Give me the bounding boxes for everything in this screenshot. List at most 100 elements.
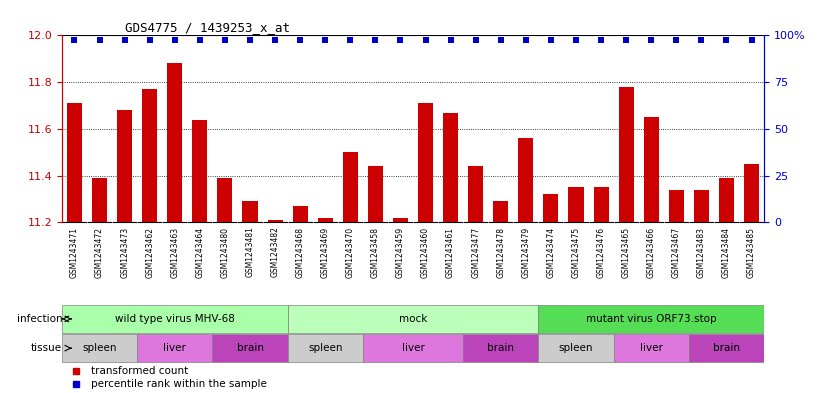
Point xyxy=(595,37,608,43)
Bar xyxy=(217,178,232,222)
Point xyxy=(494,37,507,43)
Bar xyxy=(368,166,383,222)
Text: liver: liver xyxy=(640,343,662,353)
Bar xyxy=(62,334,137,362)
Bar xyxy=(539,305,764,333)
Text: spleen: spleen xyxy=(558,343,593,353)
Bar xyxy=(393,218,408,222)
Text: GSM1243482: GSM1243482 xyxy=(271,226,279,277)
Bar xyxy=(539,334,614,362)
Text: brain: brain xyxy=(487,343,515,353)
Text: GSM1243480: GSM1243480 xyxy=(221,226,230,277)
Bar xyxy=(614,334,689,362)
Point xyxy=(244,37,257,43)
Text: GSM1243477: GSM1243477 xyxy=(471,226,480,278)
Bar xyxy=(287,334,363,362)
Point xyxy=(293,37,306,43)
Text: GSM1243481: GSM1243481 xyxy=(245,226,254,277)
Bar xyxy=(493,201,508,222)
Bar xyxy=(137,334,212,362)
Point xyxy=(268,37,282,43)
Text: GSM1243469: GSM1243469 xyxy=(320,226,330,278)
Point xyxy=(469,37,482,43)
Point xyxy=(169,37,182,43)
Point xyxy=(68,37,81,43)
Point xyxy=(569,37,582,43)
Text: GSM1243476: GSM1243476 xyxy=(596,226,605,278)
Bar xyxy=(292,206,307,222)
Point xyxy=(444,37,458,43)
Point xyxy=(544,37,558,43)
Point xyxy=(719,37,733,43)
Text: percentile rank within the sample: percentile rank within the sample xyxy=(92,379,268,389)
Text: GSM1243463: GSM1243463 xyxy=(170,226,179,278)
Bar xyxy=(67,103,82,222)
Text: GSM1243485: GSM1243485 xyxy=(747,226,756,277)
Bar xyxy=(594,187,609,222)
Bar xyxy=(287,305,539,333)
Bar xyxy=(719,178,734,222)
Text: spleen: spleen xyxy=(83,343,116,353)
Text: liver: liver xyxy=(401,343,425,353)
Point xyxy=(368,37,382,43)
Point xyxy=(419,37,432,43)
Text: GSM1243466: GSM1243466 xyxy=(647,226,656,278)
Text: mock: mock xyxy=(399,314,427,324)
Bar xyxy=(117,110,132,222)
Point xyxy=(520,37,533,43)
Point xyxy=(193,37,206,43)
Bar xyxy=(167,63,183,222)
Text: GSM1243483: GSM1243483 xyxy=(697,226,706,277)
Text: GSM1243460: GSM1243460 xyxy=(421,226,430,278)
Point xyxy=(644,37,657,43)
Point xyxy=(93,37,107,43)
Bar xyxy=(243,201,258,222)
Text: GDS4775 / 1439253_x_at: GDS4775 / 1439253_x_at xyxy=(126,21,290,34)
Text: liver: liver xyxy=(164,343,186,353)
Text: GSM1243464: GSM1243464 xyxy=(196,226,204,278)
Text: GSM1243470: GSM1243470 xyxy=(346,226,355,278)
Bar xyxy=(568,187,583,222)
Point xyxy=(218,37,231,43)
Bar xyxy=(142,89,157,222)
Point xyxy=(745,37,758,43)
Text: tissue: tissue xyxy=(31,343,62,353)
Text: GSM1243467: GSM1243467 xyxy=(672,226,681,278)
Bar xyxy=(192,119,207,222)
Bar xyxy=(268,220,282,222)
Text: transformed count: transformed count xyxy=(92,365,188,376)
Bar xyxy=(62,305,287,333)
Point xyxy=(143,37,156,43)
Bar xyxy=(643,117,659,222)
Bar xyxy=(212,334,287,362)
Bar xyxy=(318,218,333,222)
Bar xyxy=(418,103,433,222)
Bar xyxy=(619,87,634,222)
Text: GSM1243462: GSM1243462 xyxy=(145,226,154,277)
Text: brain: brain xyxy=(236,343,263,353)
Bar xyxy=(544,195,558,222)
Bar xyxy=(519,138,534,222)
Text: GSM1243461: GSM1243461 xyxy=(446,226,455,277)
Text: GSM1243472: GSM1243472 xyxy=(95,226,104,277)
Text: wild type virus MHV-68: wild type virus MHV-68 xyxy=(115,314,235,324)
Bar xyxy=(463,334,539,362)
Bar xyxy=(92,178,107,222)
Text: spleen: spleen xyxy=(308,343,343,353)
Bar xyxy=(468,166,483,222)
Text: GSM1243458: GSM1243458 xyxy=(371,226,380,277)
Point xyxy=(319,37,332,43)
Text: GSM1243479: GSM1243479 xyxy=(521,226,530,278)
Bar xyxy=(744,164,759,222)
Bar xyxy=(689,334,764,362)
Text: GSM1243473: GSM1243473 xyxy=(120,226,129,278)
Text: GSM1243459: GSM1243459 xyxy=(396,226,405,278)
Bar xyxy=(669,190,684,222)
Bar xyxy=(343,152,358,222)
Text: mutant virus ORF73.stop: mutant virus ORF73.stop xyxy=(586,314,716,324)
Text: GSM1243484: GSM1243484 xyxy=(722,226,731,277)
Text: GSM1243468: GSM1243468 xyxy=(296,226,305,277)
Text: GSM1243465: GSM1243465 xyxy=(622,226,630,278)
Point xyxy=(118,37,131,43)
Point xyxy=(394,37,407,43)
